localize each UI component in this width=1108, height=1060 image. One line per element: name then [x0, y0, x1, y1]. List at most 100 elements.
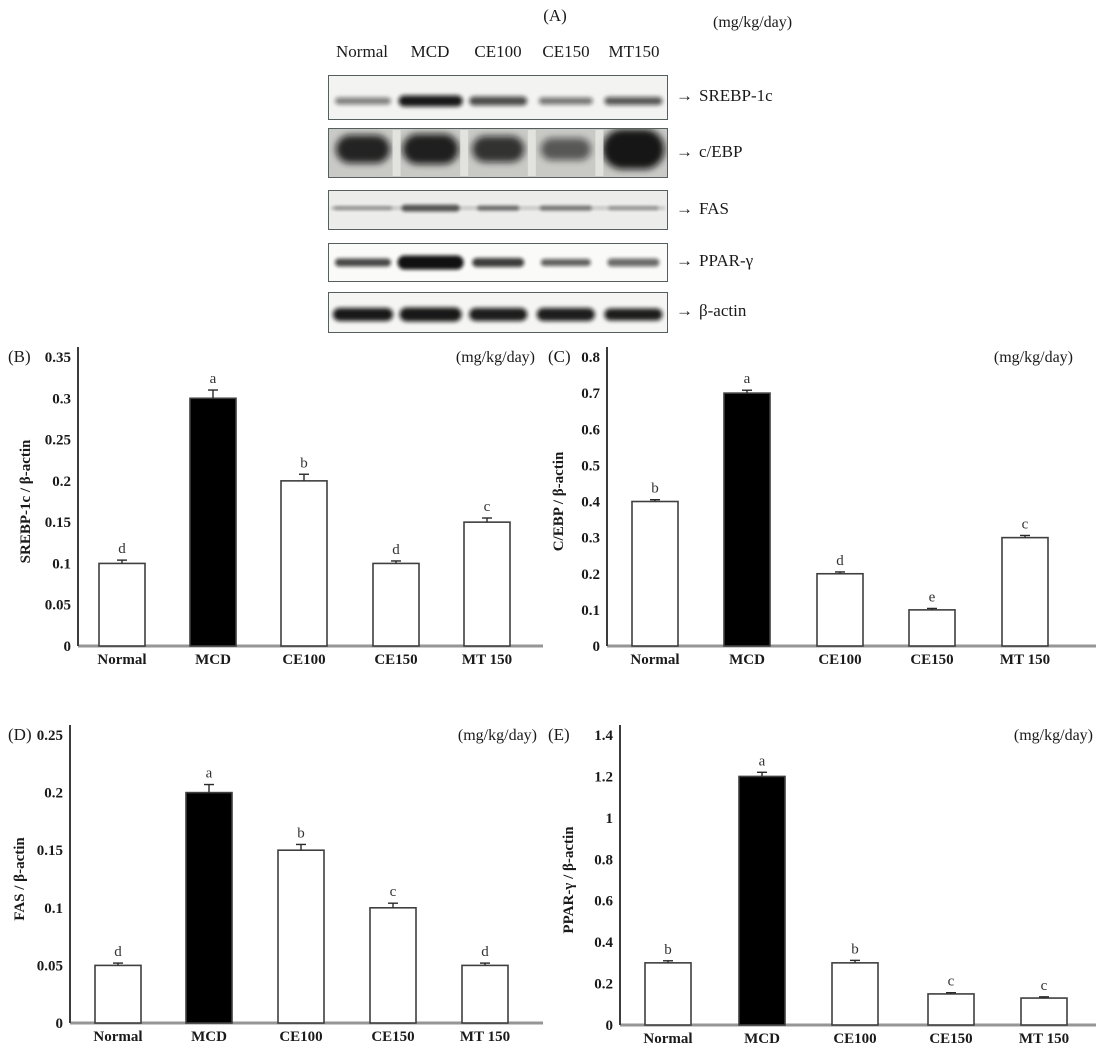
sig-letter: a	[759, 753, 766, 769]
blot-box-srebp1c	[328, 75, 668, 120]
panel-a-unit-label: (mg/kg/day)	[713, 14, 793, 31]
x-category-label: CE100	[833, 1031, 876, 1047]
y-axis-label: C/EBP / β-actin	[551, 451, 567, 551]
blot-band-CE150	[538, 97, 593, 105]
bar-Normal	[631, 500, 679, 647]
blot-band-CE150	[540, 138, 591, 161]
lane-label-normal: Normal	[336, 42, 388, 61]
blot-label-fas: → FAS	[676, 199, 729, 219]
blot-band-CE100	[469, 307, 528, 321]
sig-letter: c	[484, 499, 491, 515]
bar-MT 150	[463, 521, 511, 647]
blot-box-cebp	[328, 128, 668, 178]
sig-letter: b	[664, 942, 672, 958]
blot-label-srebp1c: → SREBP-1c	[676, 86, 773, 106]
x-category-label: CE100	[818, 652, 861, 668]
y-tick-label: 0.05	[37, 958, 63, 974]
y-axis-label: PPAR-γ / β-actin	[561, 826, 577, 934]
blot-band-MT150	[608, 206, 659, 211]
blot-image-cebp	[329, 129, 667, 177]
y-tick-label: 1	[606, 811, 614, 827]
bar-CE100	[280, 480, 328, 647]
blot-band-CE100	[477, 205, 520, 211]
arrow-icon: →	[676, 251, 693, 270]
x-category-label: CE150	[929, 1031, 972, 1047]
blot-name: β-actin	[699, 301, 747, 320]
x-category-label: Normal	[643, 1031, 692, 1047]
x-category-label: MCD	[195, 652, 231, 668]
panel-tag: (D)	[8, 725, 32, 744]
bar-MCD	[185, 791, 233, 1024]
blot-band-MT150	[604, 308, 663, 321]
blot-box-pparg	[328, 243, 668, 282]
sig-letter: a	[744, 371, 751, 387]
unit-label: (mg/kg/day)	[456, 349, 535, 366]
panel-tag: (B)	[8, 347, 31, 366]
blot-band-MT150	[604, 96, 663, 105]
blot-image-fas	[329, 191, 667, 229]
blot-band-MT150	[607, 258, 660, 267]
y-tick-label: 0	[606, 1018, 614, 1034]
lane-label-ce150: CE150	[542, 42, 590, 61]
blot-band-MCD	[401, 204, 460, 212]
y-tick-label: 0.1	[581, 603, 600, 619]
y-tick-label: 0.05	[45, 598, 71, 614]
x-category-label: MCD	[191, 1029, 227, 1045]
blot-band-CE150	[540, 259, 591, 266]
sig-letter: c	[1041, 978, 1048, 994]
x-category-label: MT 150	[1019, 1031, 1069, 1047]
y-tick-label: 0.15	[37, 843, 63, 859]
blot-label-pparg: → PPAR-γ	[676, 251, 753, 271]
panel-a-tag: (A)	[543, 6, 567, 25]
bar-Normal	[98, 562, 146, 647]
y-tick-label: 0.4	[581, 495, 600, 511]
x-category-label: MCD	[729, 652, 765, 668]
blot-band-MCD	[402, 134, 459, 165]
lane-separator	[392, 130, 401, 176]
sig-letter: e	[929, 589, 936, 605]
x-category-label: MT 150	[1000, 652, 1050, 668]
unit-label: (mg/kg/day)	[994, 349, 1073, 366]
sig-letter: a	[210, 371, 217, 387]
bar-CE100	[831, 962, 879, 1026]
arrow-icon: →	[676, 301, 693, 320]
sig-letter: d	[481, 944, 489, 960]
bar-Normal	[94, 964, 142, 1024]
bar-MCD	[738, 775, 786, 1026]
x-category-label: MT 150	[462, 652, 512, 668]
unit-label: (mg/kg/day)	[1014, 727, 1093, 744]
bar-CE150	[372, 562, 420, 647]
blot-band-MCD	[397, 255, 464, 270]
blot-band-MCD	[399, 307, 462, 322]
y-tick-label: 0.2	[581, 567, 600, 583]
sig-letter: c	[390, 884, 397, 900]
lane-separator	[595, 130, 604, 176]
blot-band-Normal	[334, 206, 392, 211]
sig-letter: d	[392, 542, 400, 558]
y-tick-label: 0	[593, 639, 601, 655]
y-tick-label: 0.15	[45, 515, 71, 531]
y-tick-label: 0.3	[581, 531, 600, 547]
sig-letter: d	[836, 553, 844, 569]
bar-MCD	[723, 392, 771, 647]
y-tick-label: 0.35	[45, 350, 71, 366]
blot-image-srebp1c	[329, 76, 667, 119]
x-category-label: CE150	[371, 1029, 414, 1045]
blot-band-CE100	[472, 258, 525, 267]
blot-band-MT150	[602, 129, 665, 170]
sig-letter: b	[851, 941, 859, 957]
lane-separator	[527, 130, 536, 176]
x-category-label: CE100	[282, 652, 325, 668]
sig-letter: d	[118, 541, 126, 557]
bar-CE100	[277, 849, 325, 1024]
chart-cebp-bar: 0 0.1 0.2 0.3 0.4 0.5 0.6 0.7 0.8 b Normal a MCD d CE1…	[548, 347, 1096, 668]
y-tick-label: 0.2	[594, 977, 613, 993]
sig-letter: d	[114, 944, 122, 960]
blot-band-MCD	[398, 95, 463, 107]
blot-name: FAS	[699, 199, 729, 218]
x-category-label: CE150	[910, 652, 953, 668]
x-category-label: CE150	[374, 652, 417, 668]
y-tick-label: 0.1	[52, 556, 71, 572]
lane-label-mt150: MT150	[608, 42, 660, 61]
